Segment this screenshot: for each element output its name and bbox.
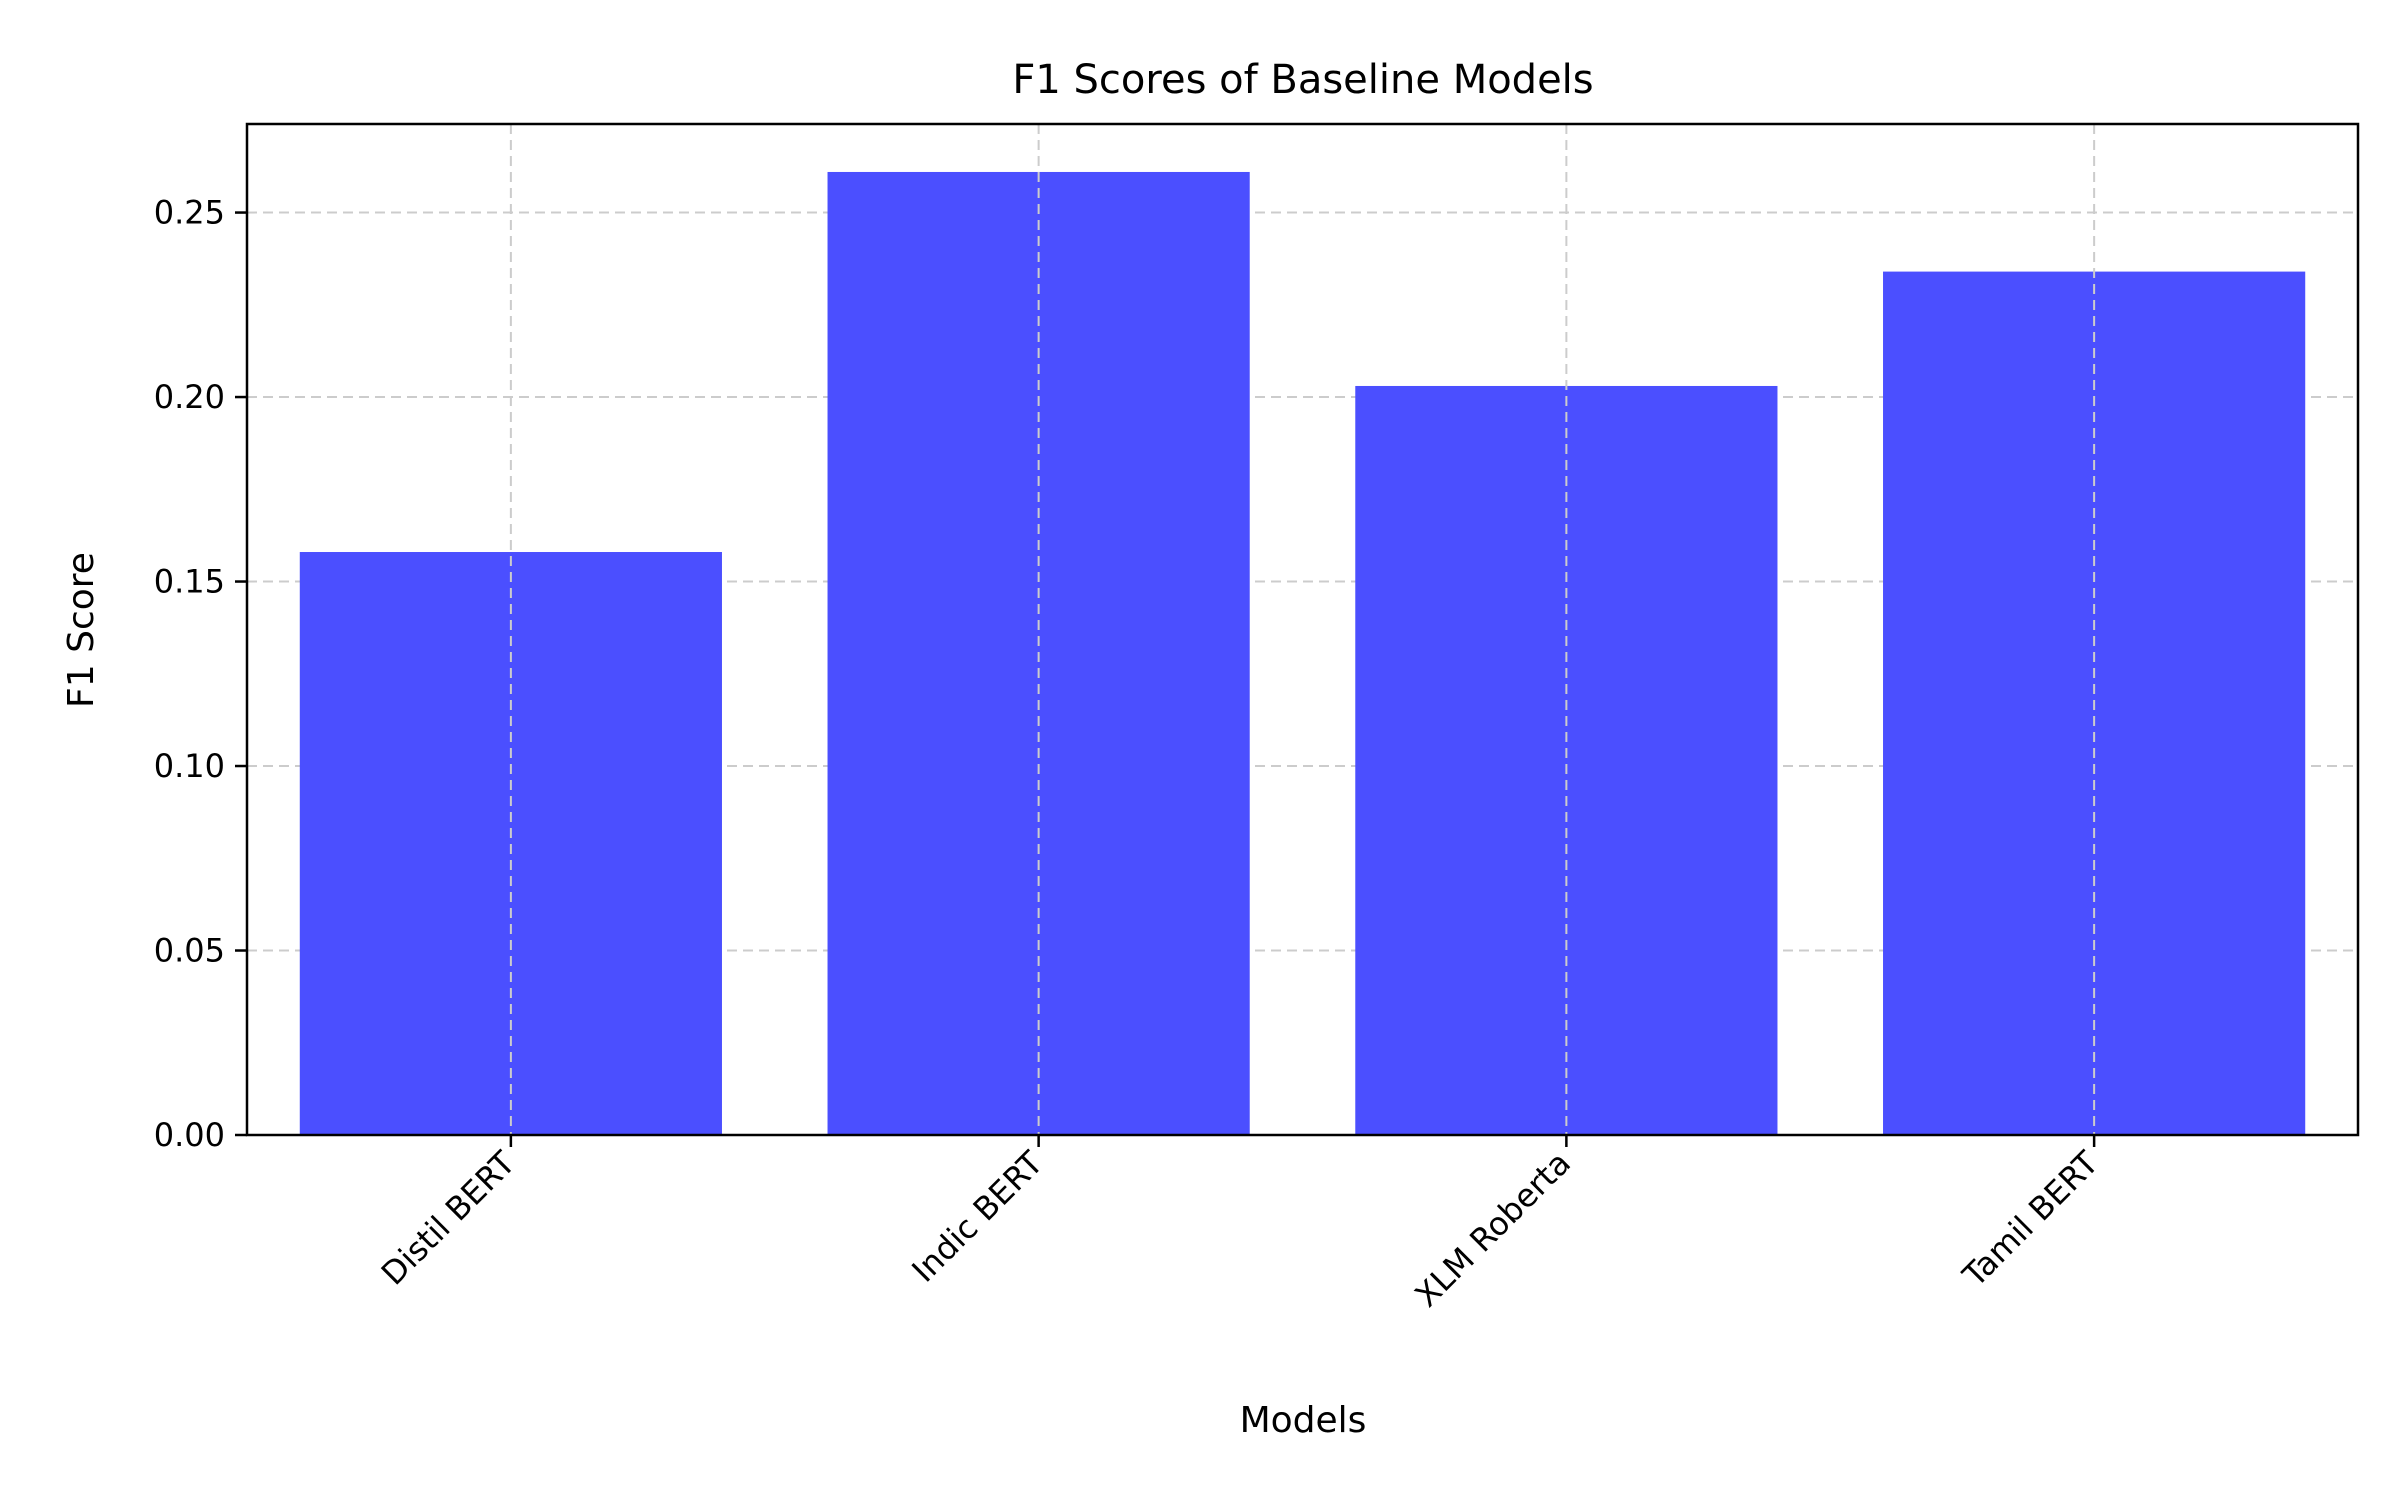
y-tick-label-2: 0.10 xyxy=(154,747,225,785)
bars xyxy=(299,171,2306,1135)
y-tick-label-3: 0.15 xyxy=(154,563,225,601)
x-tick-label-0: Distil BERT xyxy=(374,1143,523,1292)
y-tick-label-4: 0.20 xyxy=(154,378,225,416)
plot-frame xyxy=(245,122,2360,1137)
x-tick-label-2: XLM Roberta xyxy=(1407,1144,1578,1315)
vertical-grid-lines xyxy=(509,124,2096,1135)
x-tick-label-1: Indic BERT xyxy=(904,1143,1050,1289)
y-tick-label-1: 0.05 xyxy=(154,932,225,970)
x-axis-ticks: Distil BERT Indic BERT XLM Roberta Tamil BE… xyxy=(374,1135,2106,1314)
y-tick-label-0: 0.00 xyxy=(154,1116,225,1154)
chart-title: F1 Scores of Baseline Models xyxy=(1012,57,1593,103)
y-axis-label: F1 Score xyxy=(61,552,102,708)
y-tick-label-5: 0.25 xyxy=(154,194,225,232)
x-axis-label: Models xyxy=(1240,1400,1367,1441)
x-tick-label-3: Tamil BERT xyxy=(1955,1143,2106,1294)
y-axis-ticks: 0.00 0.05 0.10 0.15 0.20 0.25 xyxy=(154,194,247,1154)
